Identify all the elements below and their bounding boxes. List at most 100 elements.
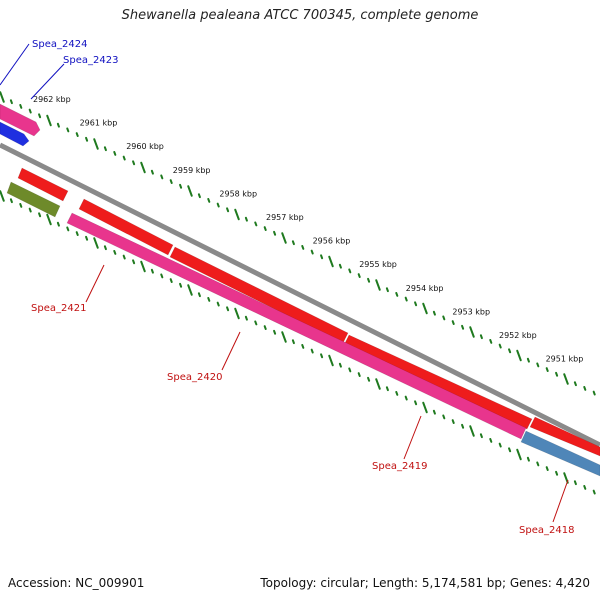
outer-tick-mark [254,221,258,227]
gene-feature-spea-2418-red[interactable] [529,416,600,457]
outer-tick-mark [46,114,52,127]
gene-feature-spea-2424[interactable] [0,121,30,147]
inner-tick-mark [348,367,352,373]
outer-tick-mark [9,99,13,105]
inner-tick-mark [320,353,324,359]
gene-label-spea-2419[interactable]: Spea_2419 [372,461,427,472]
gene-feature-spea-2422[interactable] [17,167,69,202]
gene-feature-spea-2423[interactable] [0,103,41,137]
inner-tick-mark [422,401,428,414]
outer-tick-mark [461,324,465,330]
inner-tick-mark [273,329,277,335]
inner-tick-mark [357,372,361,378]
genome-summary-text: Topology: circular; Length: 5,174,581 bp… [260,576,590,590]
outer-tick-mark [536,362,540,368]
inner-tick-mark [516,448,522,461]
gene-label-spea-2420[interactable]: Spea_2420 [167,372,222,383]
outer-tick-mark [132,160,136,166]
inner-tick-mark [66,226,70,232]
inner-tick-ring [0,190,596,495]
outer-tick-mark [0,91,5,103]
inner-tick-mark [555,470,559,476]
outer-tick-mark [328,255,334,268]
outer-tick-mark [432,310,436,316]
kbp-label: 2957 kbp [266,213,304,222]
inner-tick-mark [216,301,220,307]
outer-tick-mark [150,169,154,175]
inner-tick-mark [291,339,295,345]
outer-tick-mark [197,193,201,199]
outer-tick-mark [451,320,455,326]
inner-tick-mark [207,296,211,302]
outer-tick-mark [498,343,502,349]
outer-tick-mark [75,132,79,138]
inner-tick-mark [451,419,455,425]
outer-tick-mark [28,108,32,114]
inner-tick-mark [9,198,13,204]
kbp-label: 2960 kbp [126,142,164,151]
inner-tick-mark [56,221,60,227]
inner-tick-mark [38,212,42,218]
inner-tick-mark [536,461,540,467]
gene-feature-spea-2418[interactable] [520,430,600,477]
kbp-label: 2951 kbp [546,355,584,364]
inner-tick-mark [281,331,287,343]
gene-labels: Spea_2424 Spea_2423 Spea_2421 Spea_2420 … [31,39,574,536]
outer-tick-mark [489,338,493,344]
outer-tick-mark [244,216,248,222]
inner-tick-mark [254,320,258,326]
inner-tick-mark [395,390,399,396]
outer-tick-mark [273,230,277,236]
kbp-label: 2955 kbp [359,260,397,269]
inner-tick-mark [75,231,79,237]
inner-tick-mark [0,190,5,202]
outer-tick-mark [395,291,399,297]
outer-tick-mark [19,103,23,109]
inner-tick-mark [432,409,436,415]
outer-tick-mark [592,390,596,396]
outer-tick-mark [563,373,569,385]
kbp-label: 2954 kbp [406,284,444,293]
gene-feature-spea-2421-a[interactable] [78,198,174,256]
outer-tick-mark [85,136,89,142]
outer-tick-mark [404,296,408,302]
outer-tick-mark [281,232,287,244]
inner-tick-mark [301,343,305,349]
inner-tick-mark [19,202,23,208]
outer-tick-mark [469,326,475,338]
inner-tick-mark [498,442,502,448]
gene-feature-olive[interactable] [6,181,61,218]
gene-feature-spea-2419[interactable] [66,212,527,440]
gene-label-spea-2424[interactable]: Spea_2424 [32,39,87,50]
outer-tick-mark [207,197,211,203]
inner-tick-mark [132,259,136,265]
gene-feature-spea-2421-b[interactable] [169,246,349,344]
map-title: Shewanella pealeana ATCC 700345, complet… [121,8,479,23]
kbp-label: 2953 kbp [452,307,490,316]
inner-tick-mark [234,307,240,320]
outer-tick-mark [103,146,107,152]
outer-tick-mark [179,183,183,189]
accession-text: Accession: NC_009901 [8,576,145,590]
inner-tick-mark [169,278,173,284]
outer-tick-ring [0,91,596,396]
gene-feature-spea-2420[interactable] [343,334,533,430]
outer-tick-mark [573,381,577,387]
gene-label-spea-2418[interactable]: Spea_2418 [519,525,574,536]
inner-tick-mark [140,260,146,273]
inner-tick-mark [85,235,89,241]
inner-tick-mark [526,456,530,462]
genome-backbone [0,142,600,448]
gene-label-spea-2421[interactable]: Spea_2421 [31,303,86,314]
gene-label-spea-2423[interactable]: Spea_2423 [63,55,118,66]
outer-tick-mark [122,155,126,161]
inner-tick-mark [150,268,154,274]
inner-tick-mark [442,414,446,420]
outer-tick-mark [385,287,389,293]
inner-tick-mark [469,425,475,437]
inner-tick-mark [244,315,248,321]
outer-tick-mark [93,138,99,150]
outer-tick-mark [375,279,381,291]
inner-tick-mark [187,284,193,296]
